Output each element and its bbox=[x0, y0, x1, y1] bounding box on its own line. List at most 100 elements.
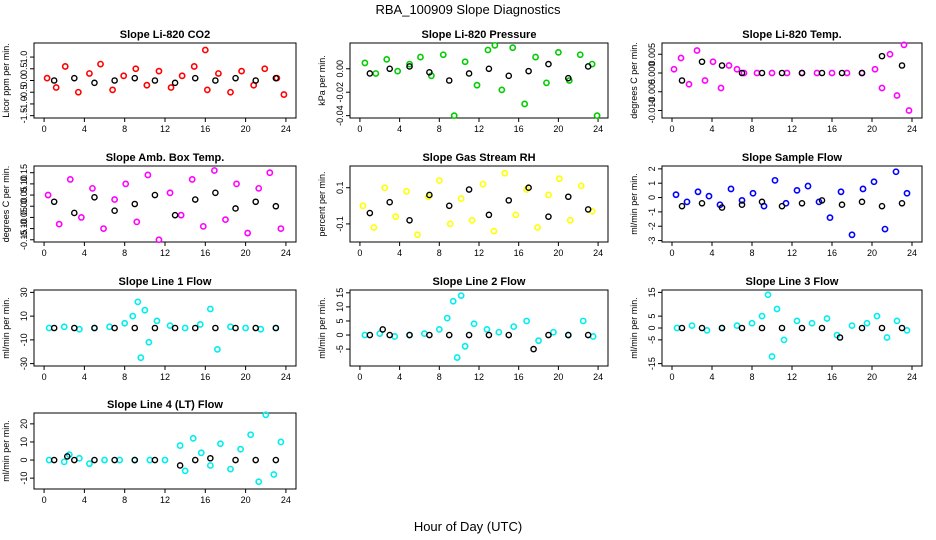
panel-7-hourly-point-5 bbox=[445, 331, 453, 339]
panel-7-ylabel: ml/min per min. bbox=[317, 297, 327, 359]
panel-1-slope-point-13 bbox=[498, 86, 506, 94]
panel-6-xtick-label-2: 8 bbox=[122, 372, 127, 382]
panel-7-slope-point-11 bbox=[470, 320, 478, 328]
panel-1-slope-point-9 bbox=[461, 58, 469, 66]
panel-9-slope-point-21 bbox=[270, 471, 278, 478]
panel-4-ytick-label-0: -0.1 bbox=[335, 216, 345, 232]
panel-1-slope-point-17 bbox=[543, 79, 550, 87]
panel-3-hourly-point-10 bbox=[252, 198, 259, 206]
panel-3-ytick-label-0: -0.15 bbox=[19, 230, 29, 251]
panel-3-hourly-point-0 bbox=[50, 198, 58, 206]
panel-8-slope-point-6 bbox=[758, 312, 766, 320]
panel-6-slope-point-7 bbox=[134, 298, 142, 306]
panel-3-xtick-label-2: 8 bbox=[122, 248, 127, 258]
panel-0-slope-point-16 bbox=[215, 70, 222, 77]
panel-5-ytick-label-1: -2 bbox=[647, 222, 657, 230]
panel-9-slope-point-10 bbox=[176, 442, 184, 449]
panel-1-slope-point-8 bbox=[450, 112, 458, 120]
panel-2: Slope Li-820 Temp. degrees C per min. 0 4 8 1… bbox=[629, 29, 923, 134]
panel-9-frame bbox=[33, 412, 297, 490]
panel-4: Slope Gas Stream RH percent per min. 0 4 8 12… bbox=[317, 152, 609, 258]
panel-3-xtick-label-4: 16 bbox=[200, 248, 210, 258]
panel-7-slope-point-9 bbox=[457, 292, 465, 300]
panel-2-hourly-point-1 bbox=[698, 58, 706, 66]
panel-0-slope-point-6 bbox=[109, 86, 116, 94]
panel-5-slope-point-18 bbox=[870, 178, 878, 186]
panel-2-xtick-label-1: 4 bbox=[709, 124, 714, 134]
panel-3-slope-point-7 bbox=[122, 180, 130, 188]
panel-6-ytick-label-0: -30 bbox=[19, 357, 29, 370]
panel-3-slope-point-11 bbox=[166, 189, 174, 197]
panel-9-hourly-point-4 bbox=[111, 456, 118, 464]
panel-9-ylabel: ml/min per min. bbox=[1, 420, 11, 482]
panel-6-hourly-point-0 bbox=[50, 324, 58, 332]
panel-5-slope-point-16 bbox=[848, 231, 856, 239]
panel-9-hourly-point-1 bbox=[63, 453, 71, 460]
panel-4-slope-point-8 bbox=[446, 220, 454, 228]
panel-5-slope-point-2 bbox=[694, 188, 702, 196]
panel-2-slope-point-0 bbox=[670, 65, 678, 73]
panel-1-slope-point-10 bbox=[473, 81, 481, 89]
panel-5-title: Slope Sample Flow bbox=[742, 152, 843, 164]
panel-7-title: Slope Line 2 Flow bbox=[433, 276, 526, 288]
panel-2-hourly-point-11 bbox=[898, 62, 906, 69]
panel-4-hourly-point-8 bbox=[525, 184, 532, 192]
panel-0-slope-point-7 bbox=[120, 72, 128, 80]
panel-2-hourly-point-7 bbox=[818, 69, 826, 77]
panel-8-ytick-label-1: -5 bbox=[647, 336, 657, 344]
panel-1-slope-point-14 bbox=[509, 44, 517, 52]
panel-7-hourly-point-11 bbox=[565, 331, 572, 339]
figure-title: RBA_100909 Slope Diagnostics bbox=[375, 2, 561, 17]
panel-4-hourly-point-9 bbox=[545, 213, 552, 220]
panel-1-slope-point-12 bbox=[491, 41, 499, 49]
panel-4-slope-point-2 bbox=[381, 184, 389, 192]
panel-6-ylabel: ml/min per min. bbox=[1, 297, 11, 359]
panel-3-hourly-point-2 bbox=[91, 193, 98, 201]
panel-8-slope-point-8 bbox=[768, 353, 776, 360]
panel-0-slope-point-11 bbox=[167, 84, 175, 91]
panel-5-slope-point-3 bbox=[705, 192, 713, 200]
panel-9-slope-point-17 bbox=[237, 445, 244, 453]
panel-5-xtick-label-5: 20 bbox=[867, 248, 877, 258]
panel-5-slope-point-12 bbox=[804, 182, 812, 190]
panel-1-slope-point-11 bbox=[484, 46, 492, 54]
panel-2-ytick-label-0: -0.010 bbox=[647, 98, 657, 124]
panel-3-slope-point-13 bbox=[188, 176, 196, 183]
panel-1-slope-point-18 bbox=[554, 48, 562, 56]
panel-6-hourly-point-11 bbox=[272, 324, 280, 332]
panel-1-hourly-point-10 bbox=[565, 74, 572, 82]
panel-9-hourly-point-8 bbox=[191, 456, 199, 464]
panel-6-xtick-label-0: 0 bbox=[42, 372, 47, 382]
panel-4-slope-point-19 bbox=[566, 216, 574, 224]
panel-4-slope-point-10 bbox=[468, 216, 476, 224]
panel-5-ytick-label-5: 2 bbox=[647, 166, 657, 171]
panel-1-hourly-point-0 bbox=[366, 70, 374, 77]
panel-9-slope-point-20 bbox=[262, 411, 270, 419]
panel-9-slope-point-13 bbox=[197, 449, 205, 457]
panel-5-hourly-point-3 bbox=[738, 201, 746, 209]
panel-6-slope-point-14 bbox=[196, 321, 204, 328]
panel-6-slope-point-13 bbox=[181, 324, 189, 332]
panel-7-hourly-point-8 bbox=[505, 331, 513, 339]
panel-7-slope-point-17 bbox=[550, 328, 557, 336]
panel-8-xtick-label-3: 12 bbox=[787, 372, 797, 382]
panel-9-xtick-label-6: 24 bbox=[281, 495, 291, 505]
panel-0-hourly-point-0 bbox=[50, 77, 58, 84]
panel-3-slope-point-0 bbox=[44, 191, 52, 199]
panel-6-xtick-label-4: 16 bbox=[200, 372, 210, 382]
panel-5-hourly-point-6 bbox=[798, 199, 806, 207]
panel-2-slope-point-20 bbox=[886, 50, 894, 58]
panel-4-slope-point-16 bbox=[534, 224, 541, 231]
panel-0-slope-point-13 bbox=[190, 63, 198, 70]
panel-5-slope-point-17 bbox=[859, 185, 867, 193]
panel-3-hourly-point-1 bbox=[71, 209, 78, 217]
panel-2-xtick-label-5: 20 bbox=[867, 124, 877, 134]
panel-3-slope-point-6 bbox=[111, 196, 119, 203]
figure-x-label: Hour of Day (UTC) bbox=[414, 519, 522, 534]
panel-2-ytick-label-1: -0.005 bbox=[647, 79, 657, 105]
panel-3-slope-point-4 bbox=[89, 184, 96, 192]
panel-9-hourly-point-2 bbox=[71, 456, 78, 464]
panel-6-hourly-point-5 bbox=[151, 324, 159, 332]
